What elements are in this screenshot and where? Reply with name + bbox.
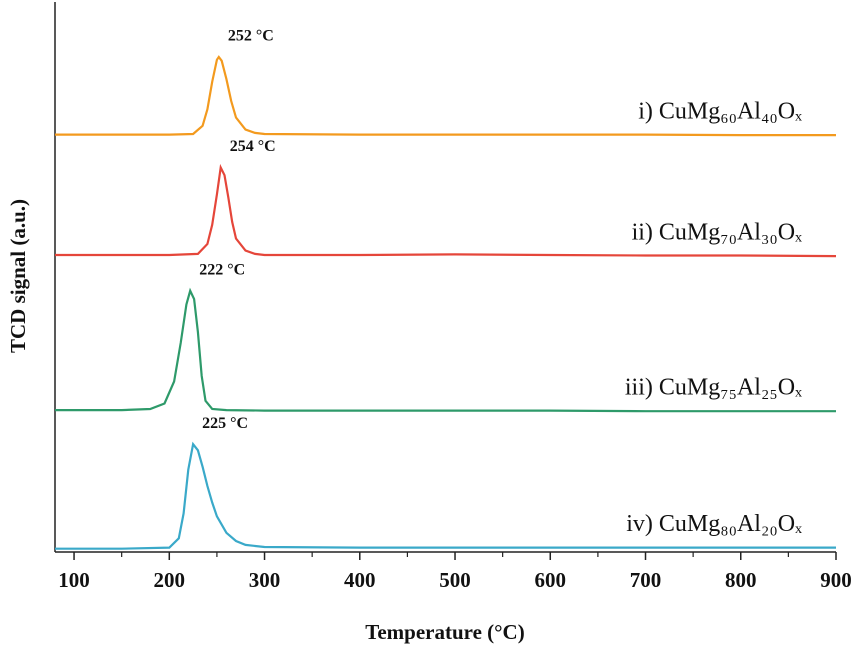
x-tick-label: 600 [535, 568, 567, 592]
page: Temperature (°C) TCD signal (a.u.) 100 20… [0, 0, 860, 653]
legend-label: ii) CuMg₇₀Al₃₀Oₓ [632, 220, 802, 246]
x-tick-label: 800 [725, 568, 757, 592]
x-tick-label: 400 [344, 568, 376, 592]
x-tick-label: 300 [249, 568, 281, 592]
x-axis-title: Temperature (°C) [365, 620, 524, 644]
legend-label: i) CuMg₆₀Al₄₀Oₓ [638, 99, 802, 125]
peak-label: 225 °C [202, 415, 248, 432]
legend-label: iii) CuMg₇₅Al₂₅Oₓ [625, 375, 802, 401]
peak-label: 252 °C [228, 28, 274, 45]
chart: Temperature (°C) TCD signal (a.u.) 100 20… [0, 0, 860, 648]
peak-label: 222 °C [199, 261, 245, 278]
legend-label: iv) CuMg₈₀Al₂₀Oₓ [626, 511, 802, 537]
x-tick-label: 500 [439, 568, 471, 592]
peak-label: 254 °C [230, 138, 276, 155]
y-axis-title: TCD signal (a.u.) [6, 199, 30, 353]
x-tick-label: 100 [58, 568, 90, 592]
x-tick-label: 900 [820, 568, 852, 592]
x-tick-label: 200 [154, 568, 186, 592]
x-tick-label: 700 [630, 568, 662, 592]
